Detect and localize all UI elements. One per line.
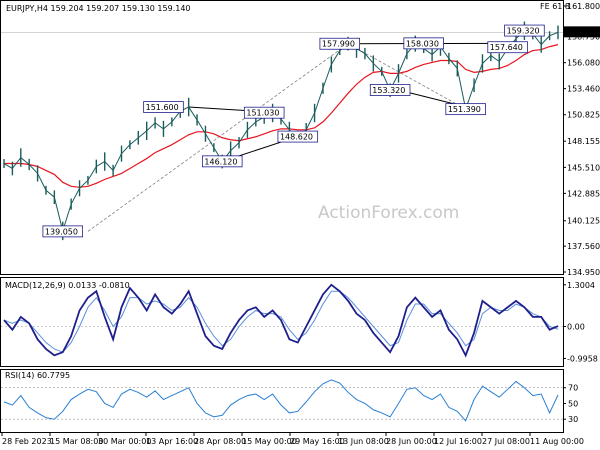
price-label: 153.320 (372, 86, 405, 95)
price-tick-label: 150.825 (567, 111, 600, 120)
rsi-panel-frame (0, 369, 564, 433)
price-label: 139.050 (45, 227, 78, 236)
price-label: 151.600 (146, 103, 179, 112)
macd-tick-label: 0.00 (567, 323, 585, 332)
price-label-box (504, 24, 545, 37)
price-label-box (369, 84, 411, 96)
dashed-line-0 (87, 43, 349, 232)
x-tick-label: 11 Aug 00:00 (530, 437, 584, 446)
x-tick-label: 28 Apr 08:00 (194, 437, 246, 446)
price-label: 157.990 (322, 40, 355, 49)
symbol-info: EURJPY,H4 159.204 159.207 159.130 159.14… (6, 4, 191, 13)
macd-tick-label: 1.3004 (567, 281, 595, 290)
price-label: 151.390 (448, 105, 481, 114)
price-tick-label: 142.885 (567, 189, 600, 198)
x-tick-label: 13 Jun 08:00 (338, 437, 389, 446)
price-label-box (42, 225, 84, 238)
price-label: 158.030 (406, 39, 439, 48)
x-tick-label: 15 May 00:00 (242, 437, 297, 446)
rsi-tick-label: 50 (568, 399, 578, 408)
price-label: 157.640 (490, 43, 523, 52)
price-label: 148.620 (280, 133, 313, 142)
price-label-box (403, 37, 444, 50)
x-tick-label: 12 Jul 16:00 (434, 437, 482, 446)
price-tick-label: 153.460 (567, 85, 600, 94)
dashed-line-1 (347, 43, 466, 110)
price-label: 151.030 (246, 109, 279, 118)
price-tick-label: 145.510 (567, 163, 600, 172)
price-tick-label: 137.560 (567, 242, 600, 251)
rsi-title: RSI(14) 60.7795 (5, 371, 70, 380)
x-tick-label: 30 Mar 00:00 (98, 437, 151, 446)
price-label-box (487, 41, 528, 54)
price-label-box (201, 155, 243, 168)
macd-panel: 1.3004 0.00 -0.9958 (1, 281, 598, 363)
macd-title: MACD(12,26,9) 0.0133 -0.0810 (5, 281, 130, 290)
rsi-tick-label: 70 (568, 384, 578, 393)
price-tick-label: 140.125 (567, 217, 600, 226)
price-label-box (243, 106, 285, 119)
price-tick-label: 134.950 (567, 268, 600, 277)
x-tick-label: 29 May 16:00 (290, 437, 345, 446)
watermark: ActionForex.com (318, 203, 459, 223)
current-price-label: 159.140 (566, 28, 599, 37)
price-label: 159.320 (507, 27, 540, 36)
macd-line (3, 283, 559, 358)
rsi-panel: 70 50 30 (1, 379, 578, 424)
x-tick-label: 28 Feb 2023 (2, 437, 52, 446)
price-label: 146.120 (204, 157, 237, 166)
price-tick-label: 148.155 (567, 137, 600, 146)
rsi-line (3, 379, 559, 422)
macd-signal-line (3, 290, 559, 353)
fe-label: FE 61.8 (540, 2, 570, 11)
price-label-box (143, 101, 184, 113)
price-tick-label: 161.800 (567, 2, 600, 11)
x-tick-label: 15 Mar 08:00 (50, 437, 103, 446)
current-price-tag (564, 26, 600, 38)
macd-tick-label: -0.9958 (567, 354, 598, 363)
x-tick-label: 13 Apr 16:00 (146, 437, 198, 446)
x-tick-label: 28 Jun 00:00 (386, 437, 437, 446)
ema-line (4, 44, 559, 188)
price-panel: 139.050 146.120 151.600 151.030 148.620 157.9… (1, 2, 600, 277)
price-label-box (445, 103, 486, 116)
rsi-tick-label: 30 (568, 415, 578, 424)
price-label-box (277, 130, 319, 143)
price-tick-label: 156.080 (567, 59, 600, 68)
price-label-box (319, 37, 361, 50)
x-tick-label: 27 Jul 08:00 (482, 437, 530, 446)
